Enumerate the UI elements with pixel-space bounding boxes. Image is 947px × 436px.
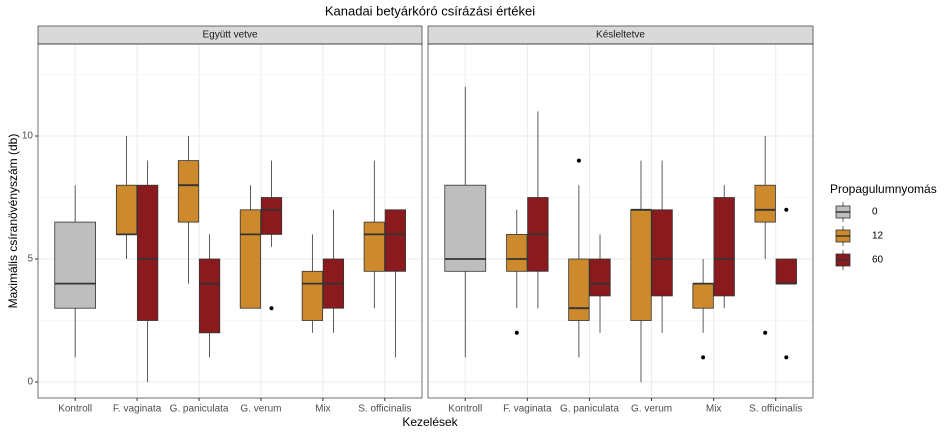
box xyxy=(137,184,159,321)
panel-background xyxy=(428,44,813,398)
x-tick-label: G. paniculata xyxy=(170,404,229,415)
box xyxy=(630,209,652,321)
box xyxy=(239,209,262,309)
outlier xyxy=(514,330,519,335)
x-tick-label: G. verum xyxy=(240,404,281,415)
x-tick-label: Mix xyxy=(706,404,722,415)
x-tick-label: G. verum xyxy=(631,404,672,415)
outlier xyxy=(763,330,768,335)
x-tick-label: F. vaginata xyxy=(113,404,162,415)
outlier xyxy=(576,158,581,163)
box xyxy=(177,160,200,223)
x-tick-label: Kontroll xyxy=(58,404,92,415)
box xyxy=(198,258,221,334)
strip-label: Együtt vetve xyxy=(202,30,257,41)
legend-label: 12 xyxy=(872,231,884,242)
box xyxy=(589,258,611,297)
box xyxy=(363,221,385,272)
panel-border xyxy=(37,43,423,399)
box xyxy=(506,234,528,272)
box xyxy=(444,184,487,272)
legend-label: 60 xyxy=(872,255,884,266)
box xyxy=(301,270,323,321)
x-tick-label: Mix xyxy=(315,404,331,415)
legend-title: Propagulumnyomás xyxy=(830,182,937,196)
x-tick-label: Kontroll xyxy=(448,404,482,415)
x-axis-title: Kezelések xyxy=(402,415,458,429)
outlier xyxy=(701,355,706,360)
box xyxy=(115,184,138,235)
outlier xyxy=(784,355,789,360)
y-axis-title: Maximális csíranövényszám (db) xyxy=(6,134,20,309)
legend-label: 0 xyxy=(872,207,878,218)
x-tick-label: S. officinalis xyxy=(749,404,802,415)
y-tick-label: 0 xyxy=(27,377,33,388)
y-tick-label: 5 xyxy=(27,254,33,265)
x-tick-label: S. officinalis xyxy=(358,404,411,415)
outlier xyxy=(784,207,789,212)
box xyxy=(384,209,406,272)
panel-border xyxy=(427,43,814,399)
box xyxy=(754,184,776,223)
box xyxy=(568,258,590,321)
box xyxy=(775,258,797,285)
x-tick-label: F. vaginata xyxy=(503,404,552,415)
strip-label: Késleltetve xyxy=(596,30,645,41)
box xyxy=(692,283,714,309)
panel-background xyxy=(38,44,422,398)
x-tick-label: G. paniculata xyxy=(560,404,619,415)
outlier xyxy=(269,306,274,311)
box xyxy=(260,197,283,235)
chart-title: Kanadai betyárkóró csírázási értékei xyxy=(325,3,535,18)
box xyxy=(713,197,735,297)
box xyxy=(54,221,96,309)
y-tick-label: 10 xyxy=(22,131,34,142)
box xyxy=(651,209,673,297)
